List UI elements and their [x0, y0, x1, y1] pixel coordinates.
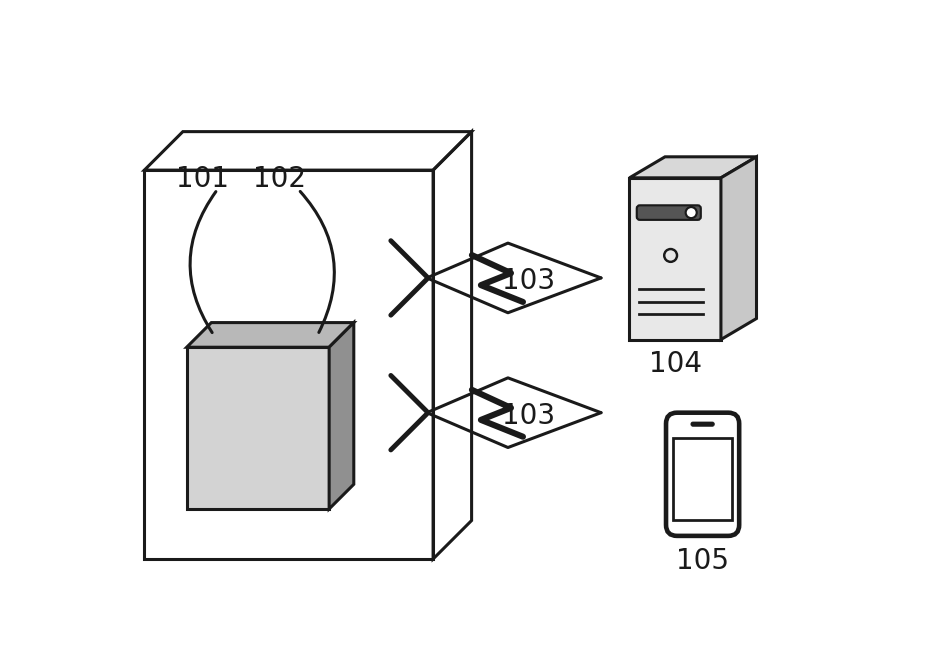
Text: 103: 103 — [502, 267, 555, 295]
FancyBboxPatch shape — [637, 205, 701, 220]
Polygon shape — [721, 157, 756, 340]
Polygon shape — [329, 323, 354, 509]
Text: 103: 103 — [502, 402, 555, 430]
Polygon shape — [630, 157, 756, 178]
Polygon shape — [186, 348, 329, 509]
FancyBboxPatch shape — [690, 422, 714, 426]
FancyBboxPatch shape — [666, 413, 739, 536]
Circle shape — [686, 207, 697, 218]
Polygon shape — [630, 178, 721, 340]
Polygon shape — [673, 438, 732, 520]
Text: 105: 105 — [676, 546, 729, 574]
Text: 102: 102 — [253, 165, 305, 193]
Text: 101: 101 — [176, 165, 228, 193]
Polygon shape — [186, 323, 354, 348]
Text: 104: 104 — [649, 350, 702, 378]
